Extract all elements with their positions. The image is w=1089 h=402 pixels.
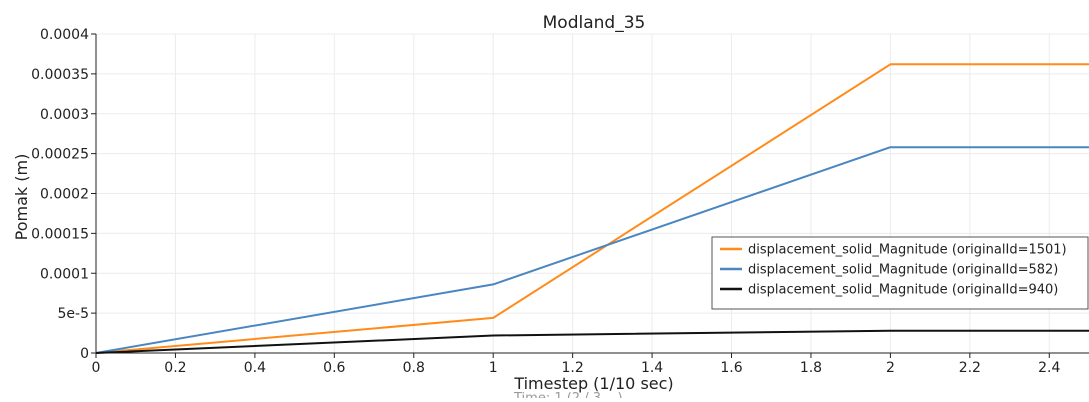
y-axis-title: Pomak (m) xyxy=(12,154,31,241)
y-tick-label: 0.00035 xyxy=(31,67,89,83)
y-tick-label: 0.0001 xyxy=(40,266,89,282)
y-tick-label: 0.00015 xyxy=(31,226,89,242)
y-tick-label: 0.0004 xyxy=(40,27,89,43)
x-tick-label: 1.8 xyxy=(800,360,822,376)
x-tick-label: 0.6 xyxy=(323,360,345,376)
x-tick-label: 0.2 xyxy=(164,360,186,376)
legend: displacement_solid_Magnitude (originalId… xyxy=(712,237,1088,309)
legend-label: displacement_solid_Magnitude (originalId… xyxy=(748,243,1067,258)
series-line xyxy=(96,64,1089,353)
x-tick-label: 1.6 xyxy=(720,360,742,376)
x-tick-label: 1 xyxy=(489,360,498,376)
x-tick-label: 2.2 xyxy=(959,360,981,376)
y-tick-label: 0.00025 xyxy=(31,147,89,163)
y-tick-label: 0 xyxy=(80,346,89,362)
x-tick-label: 0.4 xyxy=(244,360,266,376)
legend-label: displacement_solid_Magnitude (originalId… xyxy=(748,283,1058,298)
x-tick-label: 2.4 xyxy=(1038,360,1060,376)
x-tick-label: 2 xyxy=(886,360,895,376)
legend-label: displacement_solid_Magnitude (originalId… xyxy=(748,263,1058,278)
y-tick-label: 0.0003 xyxy=(40,107,89,123)
y-tick-label: 5e-5 xyxy=(58,306,89,322)
chart-title: Modland_35 xyxy=(543,13,646,33)
x-tick-label: 0.8 xyxy=(403,360,425,376)
y-tick-label: 0.0002 xyxy=(40,187,89,203)
time-caption: Time: 1 (2 / 3 ...) xyxy=(513,391,623,398)
series-line xyxy=(96,331,1089,353)
x-tick-label: 0 xyxy=(92,360,101,376)
series-lines xyxy=(96,64,1089,353)
